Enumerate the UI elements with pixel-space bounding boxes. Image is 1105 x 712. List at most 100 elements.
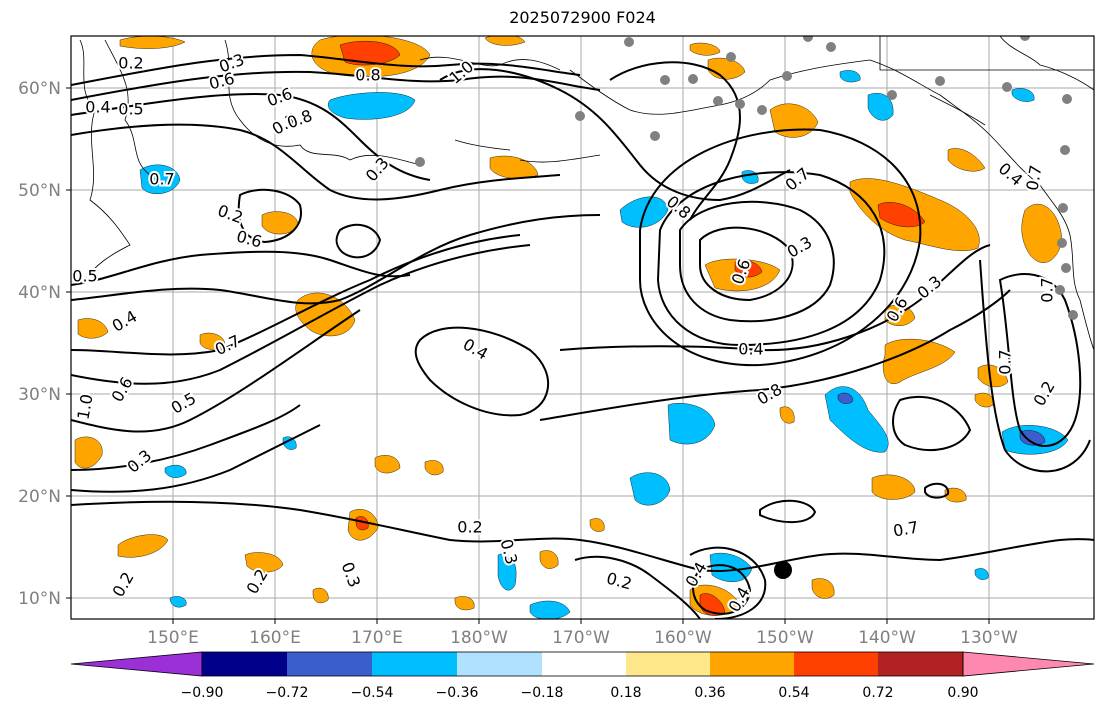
cold-patch — [169, 596, 187, 608]
plot-frame — [70, 35, 1095, 620]
lon-axis: 150°E 160°E 170°E 180°W 170°W 160°W 150°… — [147, 628, 1018, 648]
lat-label: 10°N — [18, 589, 61, 609]
station-dots — [415, 36, 1078, 320]
warm-patch — [74, 436, 103, 469]
contour-label: 0.4 — [85, 98, 110, 117]
hot-patch — [877, 202, 926, 228]
colorbar-tick-label: 0.36 — [694, 685, 725, 701]
colorbar-tick-label: 0.18 — [610, 685, 641, 701]
colorbar-tick-label: −0.36 — [436, 685, 479, 701]
lon-label: 130°W — [960, 628, 1018, 648]
colorbar-segment — [457, 652, 542, 676]
warm-patch — [689, 42, 721, 56]
warm-patch — [454, 596, 475, 611]
colorbar-tick-label: −0.72 — [266, 685, 309, 701]
cold-patch — [529, 600, 571, 619]
warm-patch — [779, 406, 795, 424]
warm-patch — [484, 36, 526, 46]
hot-patch — [339, 40, 401, 66]
lon-label: 160°E — [249, 628, 301, 648]
filled-circle-marker — [774, 561, 792, 579]
lat-label: 30°N — [18, 385, 61, 405]
lat-label: 40°N — [18, 283, 61, 303]
cold-patch — [1019, 430, 1046, 446]
warm-patch — [199, 332, 226, 350]
warm-patch — [489, 155, 539, 179]
lon-label: 150°W — [756, 628, 814, 648]
colorbar-frame — [201, 651, 964, 677]
lat-label: 50°N — [18, 181, 61, 201]
contour-label: 0.8 — [355, 66, 380, 85]
cold-patch — [667, 403, 716, 445]
lat-label: 60°N — [18, 79, 61, 99]
cold-patch — [164, 464, 187, 478]
coastlines — [79, 36, 1094, 351]
warm-patch — [871, 474, 916, 500]
cold-patch — [867, 93, 894, 121]
colorbar-tick-label: −0.90 — [181, 685, 224, 701]
colorbar — [70, 651, 1095, 677]
contour-label: 0.5 — [118, 100, 143, 119]
lon-label: 160°W — [654, 628, 712, 648]
colorbar-tick-label: −0.18 — [521, 685, 564, 701]
colorbar-segment — [626, 652, 710, 676]
colorbar-tick-label: 0.54 — [778, 685, 809, 701]
warm-patch — [944, 487, 967, 503]
cold-patch — [839, 70, 861, 83]
colorbar-tick-label: −0.54 — [351, 685, 394, 701]
lon-label: 150°E — [147, 628, 199, 648]
colorbar-segment — [878, 652, 963, 676]
warm-patch — [312, 587, 329, 604]
contour-label: 0.7 — [996, 349, 1015, 374]
warm-patch — [1021, 204, 1063, 263]
lat-label: 20°N — [18, 487, 61, 507]
colorbar-max-extension — [962, 651, 1095, 677]
warm-patch — [117, 534, 169, 558]
cold-patch — [824, 386, 889, 453]
warm-patch — [974, 392, 994, 408]
cold-patch — [1011, 88, 1035, 102]
cold-patch — [327, 92, 416, 120]
cold-patch — [497, 553, 517, 591]
warm-patch — [977, 364, 1009, 388]
warm-patch — [589, 518, 605, 532]
hot-patch — [734, 260, 763, 278]
contour-label: 0.7 — [1038, 277, 1057, 302]
warm-patch — [244, 552, 284, 573]
map-title: 2025072900 F024 — [509, 8, 656, 27]
tick-marks — [66, 87, 990, 624]
lon-label: 170°E — [351, 628, 403, 648]
warm-patch — [811, 578, 835, 599]
colorbar-ticks: −0.90 −0.72 −0.54 −0.36 −0.18 0.18 0.36 … — [181, 685, 979, 701]
contour-label: 0.2 — [457, 518, 482, 537]
warm-patch — [424, 460, 444, 476]
contour-label: 0.7 — [149, 170, 174, 189]
lon-label: 180°W — [450, 628, 508, 648]
colorbar-min-extension — [70, 651, 203, 677]
colorbar-tick-label: 0.72 — [862, 685, 893, 701]
warm-patch — [947, 148, 986, 172]
cold-patch — [282, 436, 297, 450]
warm-patch — [374, 455, 401, 474]
contour-label: 0.4 — [738, 340, 763, 359]
colorbar-tick-label: 0.90 — [947, 685, 978, 701]
cold-patch — [974, 568, 989, 580]
colorbar-segment — [372, 652, 457, 676]
colorbar-segment — [287, 652, 372, 676]
cold-patch — [629, 472, 671, 506]
contour-lines — [71, 53, 1094, 619]
colorbar-segment — [542, 652, 626, 676]
warm-patch — [882, 338, 956, 384]
warm-patch — [884, 304, 916, 326]
contour-label: 0.2 — [118, 54, 143, 73]
warm-patch — [77, 318, 109, 339]
lat-axis: 60°N 50°N 40°N 30°N 20°N 10°N — [18, 79, 61, 609]
colorbar-segment — [710, 652, 794, 676]
cold-patch — [139, 164, 181, 195]
plot-area — [71, 36, 1094, 619]
lon-label: 170°W — [552, 628, 610, 648]
warm-patch — [539, 550, 559, 569]
contour-label: 0.5 — [72, 267, 97, 286]
cold-patch — [837, 392, 853, 404]
